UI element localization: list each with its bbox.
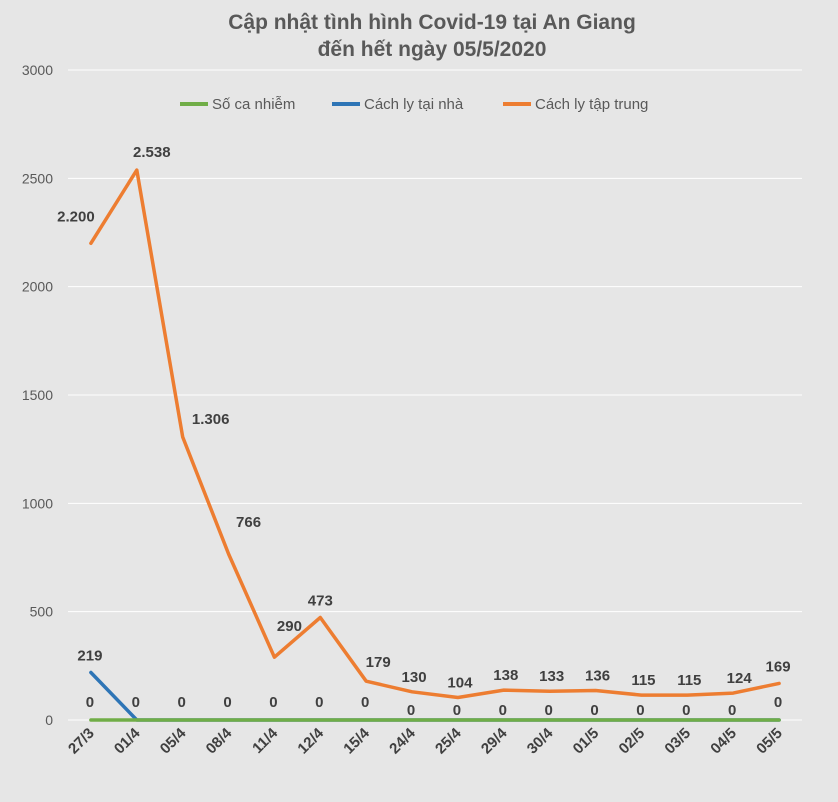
x-tick-label: 02/5 bbox=[616, 725, 649, 758]
x-tick-label: 24/4 bbox=[386, 724, 419, 757]
data-label: 0 bbox=[361, 694, 369, 711]
data-label: 0 bbox=[407, 702, 415, 719]
data-label: 0 bbox=[545, 702, 553, 719]
data-label: 766 bbox=[236, 514, 261, 531]
data-label: 0 bbox=[315, 694, 323, 711]
data-label: 169 bbox=[766, 658, 791, 675]
y-tick-label: 0 bbox=[45, 712, 53, 728]
data-label: 219 bbox=[77, 648, 102, 665]
data-label: 0 bbox=[132, 694, 140, 711]
data-label: 290 bbox=[277, 618, 302, 635]
chart-title-line-2: đến hết ngày 05/5/2020 bbox=[318, 38, 547, 61]
data-label: 124 bbox=[727, 670, 753, 687]
data-label: 179 bbox=[366, 654, 391, 671]
x-tick-label: 01/4 bbox=[111, 724, 144, 757]
data-label: 104 bbox=[447, 674, 473, 691]
data-label: 2.200 bbox=[57, 208, 95, 225]
data-label: 1.306 bbox=[192, 411, 230, 428]
x-tick-label: 05/4 bbox=[157, 724, 190, 757]
x-tick-label: 03/5 bbox=[661, 725, 694, 758]
data-label: 473 bbox=[308, 593, 333, 610]
series-line bbox=[89, 168, 781, 700]
grid-lines bbox=[68, 69, 802, 721]
axis-labels: 0 500 1000 1500 2000 2500 3000 27/3 01/4 05/4 08/4… bbox=[22, 62, 786, 757]
y-tick-label: 500 bbox=[30, 604, 54, 620]
x-tick-label: 15/4 bbox=[340, 724, 373, 757]
series-lines bbox=[89, 168, 781, 722]
legend-label: Số ca nhiễm bbox=[212, 96, 295, 113]
data-label: 136 bbox=[585, 668, 610, 685]
data-label: 0 bbox=[774, 694, 782, 711]
data-label: 133 bbox=[539, 668, 564, 685]
legend-label: Cách ly tập trung bbox=[535, 96, 648, 113]
data-label: 0 bbox=[223, 694, 231, 711]
x-tick-label: 12/4 bbox=[294, 724, 327, 757]
data-label: 0 bbox=[636, 702, 644, 719]
x-tick-label: 29/4 bbox=[478, 724, 511, 757]
chart-title-line-1: Cập nhật tình hình Covid-19 tại An Giang bbox=[228, 11, 636, 34]
data-label: 115 bbox=[631, 672, 655, 689]
y-tick-label: 1500 bbox=[22, 387, 53, 403]
x-tick-label: 25/4 bbox=[432, 724, 465, 757]
data-label: 0 bbox=[728, 702, 736, 719]
data-label: 0 bbox=[86, 694, 94, 711]
data-label: 0 bbox=[178, 694, 186, 711]
data-label: 115 bbox=[677, 672, 701, 689]
legend-label: Cách ly tại nhà bbox=[364, 96, 464, 113]
data-label: 138 bbox=[493, 667, 518, 684]
data-label: 0 bbox=[269, 694, 277, 711]
data-labels: 2.200 2.538 1.306 766 290 473 179 130 104 138 133 1… bbox=[57, 144, 790, 719]
x-tick-label: 27/3 bbox=[65, 725, 98, 758]
x-tick-label: 05/5 bbox=[753, 725, 786, 758]
data-label: 0 bbox=[682, 702, 690, 719]
data-label: 2.538 bbox=[133, 144, 171, 161]
x-tick-label: 08/4 bbox=[203, 724, 236, 757]
data-label: 0 bbox=[590, 702, 598, 719]
y-tick-label: 3000 bbox=[22, 62, 53, 78]
x-tick-label: 04/5 bbox=[707, 725, 740, 758]
y-tick-label: 2500 bbox=[22, 170, 53, 186]
x-tick-label: 11/4 bbox=[249, 724, 282, 757]
data-label: 0 bbox=[499, 702, 507, 719]
legend: Số ca nhiễm Cách ly tại nhà Cách ly tập tr… bbox=[180, 96, 648, 113]
x-tick-label: 30/4 bbox=[524, 724, 557, 757]
y-tick-label: 2000 bbox=[22, 279, 53, 295]
data-label: 130 bbox=[402, 669, 427, 686]
y-tick-label: 1000 bbox=[22, 495, 53, 511]
data-label: 0 bbox=[453, 702, 461, 719]
x-tick-label: 01/5 bbox=[570, 725, 603, 758]
